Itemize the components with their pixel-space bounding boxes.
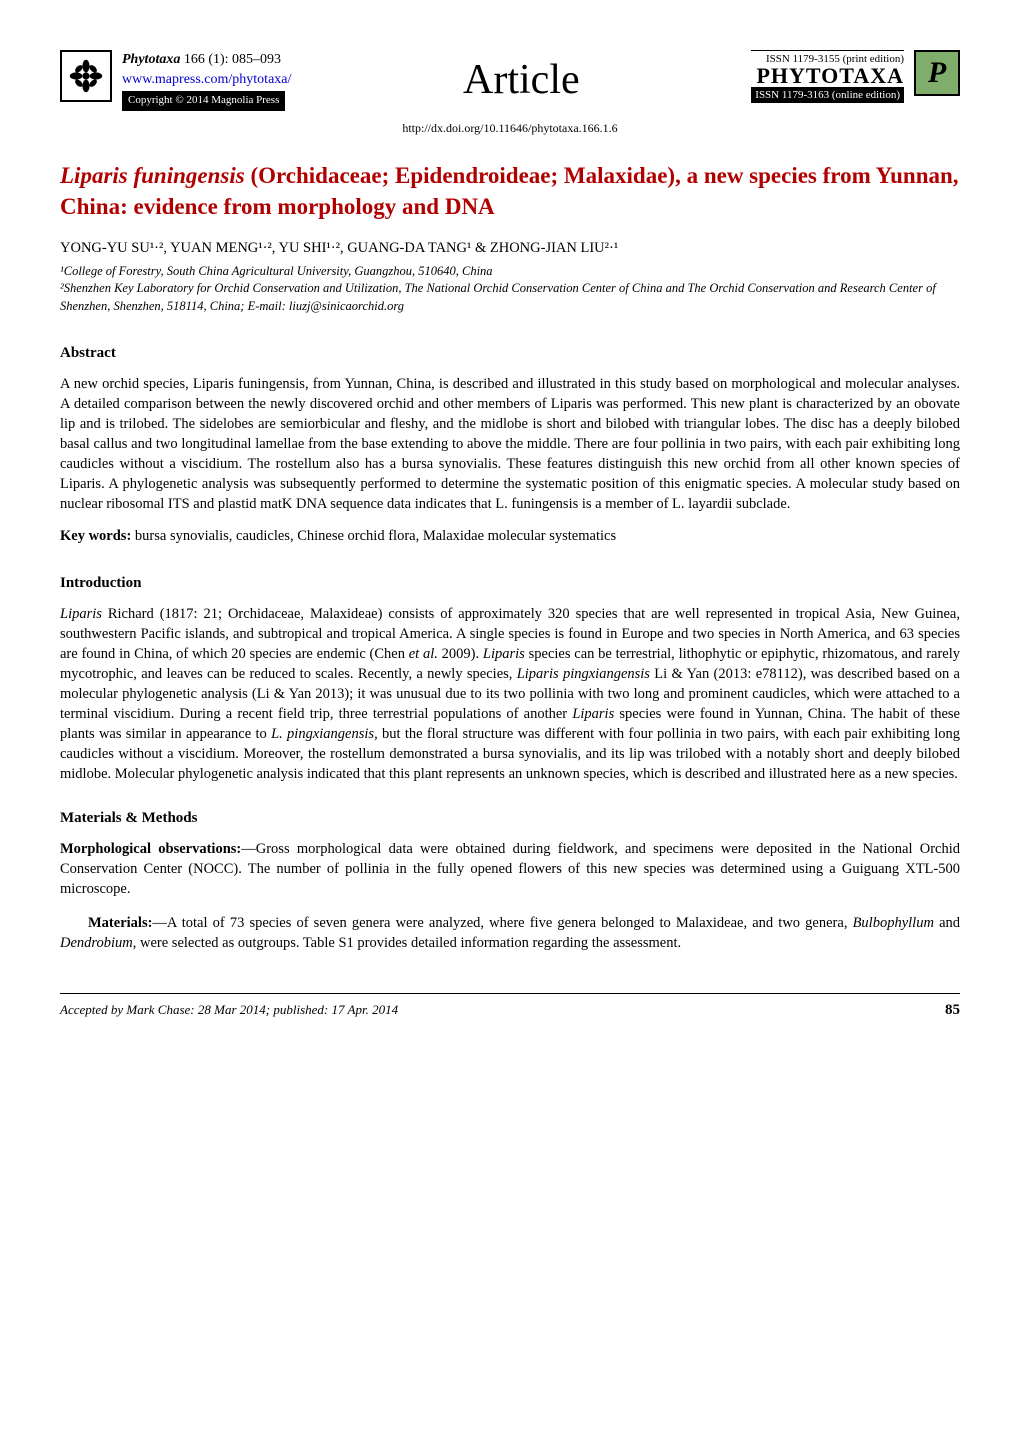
mat-text-a: —A total of 73 species of seven genera w…: [152, 915, 852, 931]
intro-species-1: Liparis pingxiangensis: [517, 666, 650, 682]
mat-text-c: and: [934, 915, 960, 931]
keywords-text: bursa synovialis, caudicles, Chinese orc…: [131, 528, 616, 544]
affiliation-1: ¹College of Forestry, South China Agricu…: [60, 263, 960, 281]
intro-species-2: L. pingxiangensis: [271, 726, 374, 742]
page-number: 85: [945, 1002, 960, 1019]
abstract-heading: Abstract: [60, 345, 960, 362]
accepted-line: Accepted by Mark Chase: 28 Mar 2014; pub…: [60, 1002, 398, 1019]
copyright: Copyright © 2014 Magnolia Press: [122, 91, 285, 110]
methods-section: Materials & Methods Morphological observ…: [60, 810, 960, 953]
affiliations: ¹College of Forestry, South China Agricu…: [60, 263, 960, 316]
phytotaxa-p-logo: P: [914, 50, 960, 96]
materials-label: Materials:: [88, 915, 152, 931]
intro-genus-2: Liparis: [483, 646, 525, 662]
mat-genus-1: Bulbophyllum: [853, 915, 934, 931]
phytotaxa-brand: PHYTOTAXA: [751, 65, 904, 87]
affiliation-2: ²Shenzhen Key Laboratory for Orchid Cons…: [60, 280, 960, 315]
morph-label: Morphological observations:: [60, 841, 241, 857]
article-type-label: Article: [463, 56, 580, 104]
journal-name: Phytotaxa: [122, 52, 180, 67]
volume-pages: 166 (1): 085–093: [184, 52, 281, 67]
page-footer: Accepted by Mark Chase: 28 Mar 2014; pub…: [60, 993, 960, 1019]
issn-online: ISSN 1179-3163 (online edition): [751, 87, 904, 103]
journal-header: Phytotaxa 166 (1): 085–093 www.mapress.c…: [60, 50, 960, 111]
intro-text-d: 2009).: [438, 646, 483, 662]
journal-url[interactable]: www.mapress.com/phytotaxa/: [122, 70, 291, 90]
abstract-text: A new orchid species, Liparis funingensi…: [60, 374, 960, 514]
intro-genus-3: Liparis: [572, 706, 614, 722]
journal-info: Phytotaxa 166 (1): 085–093 www.mapress.c…: [122, 50, 291, 111]
mat-text-e: , were selected as outgroups. Table S1 p…: [133, 935, 681, 951]
materials-paragraph: Materials:—A total of 73 species of seve…: [60, 913, 960, 953]
intro-genus-1: Liparis: [60, 606, 102, 622]
doi[interactable]: http://dx.doi.org/10.11646/phytotaxa.166…: [60, 121, 960, 136]
mat-genus-2: Dendrobium: [60, 935, 133, 951]
introduction-section: Introduction Liparis Richard (1817: 21; …: [60, 575, 960, 784]
title-species: Liparis funingensis: [60, 163, 245, 188]
header-right: ISSN 1179-3155 (print edition) PHYTOTAXA…: [751, 50, 960, 103]
introduction-heading: Introduction: [60, 575, 960, 592]
header-left: Phytotaxa 166 (1): 085–093 www.mapress.c…: [60, 50, 291, 111]
introduction-paragraph: Liparis Richard (1817: 21; Orchidaceae, …: [60, 604, 960, 784]
keywords: Key words: bursa synovialis, caudicles, …: [60, 528, 960, 545]
abstract-section: Abstract A new orchid species, Liparis f…: [60, 345, 960, 545]
magnolia-logo: [60, 50, 112, 102]
keywords-label: Key words:: [60, 528, 131, 544]
intro-etal: et al.: [409, 646, 438, 662]
issn-box: ISSN 1179-3155 (print edition) PHYTOTAXA…: [751, 50, 904, 103]
morphological-observations: Morphological observations:—Gross morpho…: [60, 839, 960, 899]
article-title: Liparis funingensis (Orchidaceae; Epiden…: [60, 160, 960, 222]
flower-icon: [68, 58, 104, 94]
methods-heading: Materials & Methods: [60, 810, 960, 827]
authors: YONG-YU SU¹·², YUAN MENG¹·², YU SHI¹·², …: [60, 240, 960, 257]
